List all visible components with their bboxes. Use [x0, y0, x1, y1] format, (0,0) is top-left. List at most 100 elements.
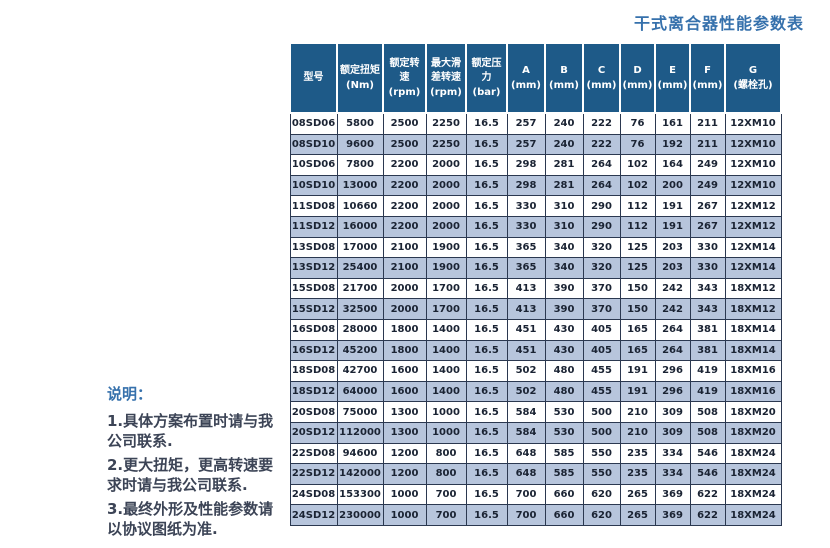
value-cell: 2200 — [382, 215, 427, 238]
value-cell: 2000 — [425, 174, 467, 197]
value-cell: 191 — [619, 360, 656, 382]
column-header-unit: (rpm) — [430, 86, 462, 98]
value-cell: 42700 — [336, 360, 384, 382]
value-cell: 16.5 — [465, 257, 508, 279]
model-cell: 11SD12 — [289, 215, 338, 238]
value-cell: 16.5 — [465, 442, 508, 465]
value-cell: 2500 — [382, 112, 427, 135]
value-cell: 12XM10 — [724, 112, 782, 135]
page-title: 干式离合器性能参数表 — [634, 14, 805, 33]
value-cell: 18XM24 — [724, 504, 782, 526]
value-cell: 1700 — [425, 298, 467, 320]
value-cell: 10660 — [336, 195, 384, 217]
column-header-0: 型号 — [289, 42, 338, 114]
value-cell: 153300 — [336, 483, 384, 506]
model-cell: 08SD10 — [289, 133, 338, 156]
value-cell: 18XM16 — [724, 360, 782, 382]
value-cell: 222 — [582, 112, 621, 135]
value-cell: 16.5 — [465, 339, 508, 362]
value-cell: 1300 — [382, 401, 427, 423]
value-cell: 2000 — [382, 277, 427, 300]
value-cell: 530 — [544, 401, 584, 423]
value-cell: 12XM10 — [724, 154, 782, 176]
value-cell: 2000 — [425, 195, 467, 217]
value-cell: 264 — [654, 339, 691, 362]
value-cell: 700 — [506, 504, 546, 526]
value-cell: 16.5 — [465, 380, 508, 403]
table-row: 11SD12 16000 2200 2000 16.5 330 310 290 112 191 26… — [289, 215, 782, 238]
column-header-6: B (mm) — [544, 42, 584, 114]
column-header-label: 最大滑差转速 — [431, 57, 461, 83]
value-cell: 309 — [654, 401, 691, 423]
value-cell: 242 — [654, 298, 691, 320]
value-cell: 2200 — [382, 195, 427, 217]
value-cell: 390 — [544, 277, 584, 300]
value-cell: 451 — [506, 318, 546, 341]
value-cell: 240 — [544, 112, 584, 135]
value-cell: 2200 — [382, 154, 427, 176]
value-cell: 192 — [654, 133, 691, 156]
value-cell: 298 — [506, 154, 546, 176]
value-cell: 2200 — [382, 174, 427, 197]
note-item: 3.最终外形及性能参数请以协议图纸为准. — [107, 500, 274, 538]
model-cell: 16SD08 — [289, 318, 338, 341]
value-cell: 265 — [619, 483, 656, 506]
value-cell: 102 — [619, 154, 656, 176]
value-cell: 210 — [619, 421, 656, 444]
value-cell: 25400 — [336, 257, 384, 279]
column-header-unit: (Nm) — [346, 79, 374, 91]
model-cell: 10SD06 — [289, 154, 338, 176]
value-cell: 264 — [654, 318, 691, 341]
value-cell: 16.5 — [465, 360, 508, 382]
value-cell: 203 — [654, 257, 691, 279]
value-cell: 455 — [582, 360, 621, 382]
model-cell: 10SD10 — [289, 174, 338, 197]
value-cell: 365 — [506, 257, 546, 279]
value-cell: 430 — [544, 318, 584, 341]
column-header-7: C (mm) — [582, 42, 621, 114]
value-cell: 203 — [654, 236, 691, 259]
value-cell: 500 — [582, 401, 621, 423]
value-cell: 16.5 — [465, 463, 508, 485]
value-cell: 1900 — [425, 257, 467, 279]
value-cell: 622 — [689, 483, 726, 506]
column-header-10: F (mm) — [689, 42, 726, 114]
value-cell: 12XM12 — [724, 195, 782, 217]
value-cell: 1800 — [382, 318, 427, 341]
value-cell: 191 — [654, 215, 691, 238]
value-cell: 242 — [654, 277, 691, 300]
value-cell: 620 — [582, 504, 621, 526]
value-cell: 281 — [544, 154, 584, 176]
value-cell: 17000 — [336, 236, 384, 259]
column-header-9: E (mm) — [654, 42, 691, 114]
value-cell: 546 — [689, 463, 726, 485]
model-cell: 15SD08 — [289, 277, 338, 300]
value-cell: 18XM24 — [724, 463, 782, 485]
value-cell: 191 — [619, 380, 656, 403]
table-row: 15SD08 21700 2000 1700 16.5 413 390 370 150 242 34… — [289, 277, 782, 300]
value-cell: 28000 — [336, 318, 384, 341]
value-cell: 112 — [619, 195, 656, 217]
column-header-1: 额定扭矩 (Nm) — [336, 42, 384, 114]
value-cell: 298 — [506, 174, 546, 197]
value-cell: 16.5 — [465, 421, 508, 444]
value-cell: 330 — [506, 195, 546, 217]
value-cell: 340 — [544, 257, 584, 279]
value-cell: 18XM14 — [724, 339, 782, 362]
value-cell: 211 — [689, 112, 726, 135]
value-cell: 112 — [619, 215, 656, 238]
value-cell: 16.5 — [465, 133, 508, 156]
table-row: 15SD12 32500 2000 1700 16.5 413 390 370 150 242 34… — [289, 298, 782, 320]
value-cell: 550 — [582, 442, 621, 465]
value-cell: 309 — [654, 421, 691, 444]
value-cell: 12XM14 — [724, 236, 782, 259]
table-row: 22SD12 142000 1200 800 16.5 648 585 550 235 334 54… — [289, 463, 782, 485]
value-cell: 370 — [582, 298, 621, 320]
table-row: 10SD06 7800 2200 2000 16.5 298 281 264 102 164 249… — [289, 154, 782, 176]
value-cell: 16.5 — [465, 154, 508, 176]
value-cell: 164 — [654, 154, 691, 176]
table-row: 16SD12 45200 1800 1400 16.5 451 430 405 165 264 38… — [289, 339, 782, 362]
value-cell: 2000 — [382, 298, 427, 320]
column-header-11: G (螺栓孔) — [724, 42, 782, 114]
column-header-unit: (bar) — [472, 86, 501, 98]
